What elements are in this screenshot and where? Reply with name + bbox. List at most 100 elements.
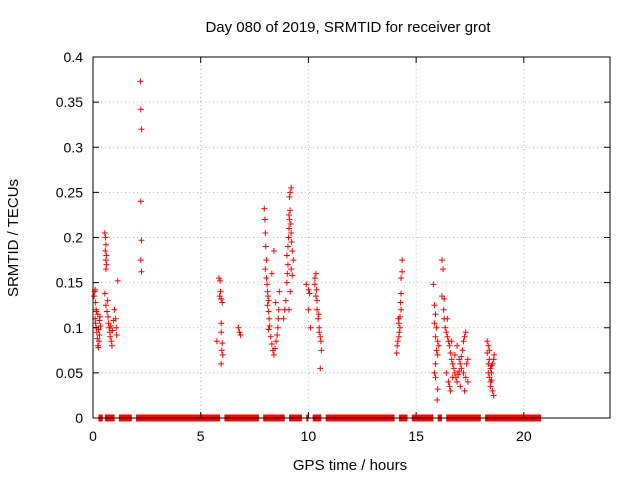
x-axis-title: GPS time / hours <box>293 457 407 474</box>
data-point <box>314 297 321 304</box>
data-point <box>138 268 145 275</box>
x-axis-tick-labels: 0 5 10 15 20 <box>89 428 532 444</box>
data-point <box>104 297 111 304</box>
data-point <box>284 270 291 277</box>
data-point <box>268 270 275 277</box>
data-point <box>488 362 495 369</box>
data-point <box>288 184 295 191</box>
y-axis-title: SRMTID / TECUs <box>5 179 22 297</box>
data-point <box>218 320 225 327</box>
data-point <box>289 272 296 279</box>
data-point <box>262 266 269 273</box>
data-point <box>446 342 453 349</box>
data-point <box>461 333 468 340</box>
data-point <box>454 378 461 385</box>
data-point <box>484 350 491 357</box>
data-point <box>396 329 403 336</box>
data-point <box>311 281 318 288</box>
data-point <box>262 229 269 236</box>
data-point <box>431 369 438 376</box>
data-point <box>487 378 494 385</box>
data-point <box>398 306 405 313</box>
data-point <box>395 315 402 322</box>
data-point <box>267 333 274 340</box>
data-point <box>288 229 295 236</box>
data-point <box>218 295 225 302</box>
data-point <box>444 333 451 340</box>
data-point <box>313 286 320 293</box>
data-point <box>443 369 450 376</box>
chart-title: Day 080 of 2019, SRMTID for receiver gro… <box>205 19 491 36</box>
x-tick-label: 0 <box>89 428 97 444</box>
data-point <box>274 324 281 331</box>
data-point <box>432 311 439 318</box>
data-point <box>111 306 118 313</box>
data-point <box>96 338 103 345</box>
data-point <box>107 333 114 340</box>
data-point <box>286 211 293 218</box>
data-point <box>396 324 403 331</box>
data-point <box>216 275 223 282</box>
data-point <box>272 299 279 306</box>
data-point <box>316 329 323 336</box>
data-point <box>449 360 456 367</box>
data-point <box>102 248 109 255</box>
data-point <box>113 331 120 338</box>
data-point <box>305 306 312 313</box>
data-point <box>217 288 224 295</box>
data-point <box>272 345 279 352</box>
data-point <box>491 351 498 358</box>
data-point <box>280 315 287 322</box>
data-point <box>485 342 492 349</box>
data-point <box>107 322 114 329</box>
data-point <box>305 286 312 293</box>
data-point <box>456 356 463 363</box>
data-point <box>213 338 220 345</box>
data-point <box>444 315 451 322</box>
data-point <box>445 378 452 385</box>
data-point <box>451 351 458 358</box>
data-point <box>273 338 280 345</box>
data-point <box>459 347 466 354</box>
data-point <box>432 333 439 340</box>
data-point <box>261 205 268 212</box>
data-point <box>94 311 101 318</box>
data-point <box>102 302 109 309</box>
x-tick-label: 10 <box>301 428 317 444</box>
data-point <box>432 374 439 381</box>
data-point <box>490 392 497 399</box>
data-point <box>237 331 244 338</box>
data-point <box>112 315 119 322</box>
data-point <box>464 356 471 363</box>
data-point <box>235 324 242 331</box>
data-point <box>92 299 99 306</box>
data-point <box>218 360 225 367</box>
data-point <box>462 374 469 381</box>
data-point <box>290 257 297 264</box>
data-point <box>274 331 281 338</box>
data-point <box>434 396 441 403</box>
data-point <box>394 338 401 345</box>
data-point <box>91 293 98 300</box>
data-point <box>108 338 115 345</box>
data-point <box>430 281 437 288</box>
y-tick-label: 0.4 <box>64 49 84 65</box>
y-tick-label: 0 <box>75 410 83 426</box>
data-point <box>441 295 448 302</box>
data-point <box>284 261 291 268</box>
x-tick-label: 20 <box>516 428 532 444</box>
data-point <box>96 331 103 338</box>
data-point <box>312 270 319 277</box>
data-point <box>275 306 282 313</box>
data-point <box>288 266 295 273</box>
data-point <box>443 329 450 336</box>
y-tick-label: 0.3 <box>64 139 84 155</box>
data-point <box>399 257 406 264</box>
data-point <box>317 333 324 340</box>
data-point <box>95 344 102 351</box>
data-point <box>284 243 291 250</box>
data-point <box>489 387 496 394</box>
data-point <box>270 351 277 358</box>
data-point <box>93 308 100 315</box>
